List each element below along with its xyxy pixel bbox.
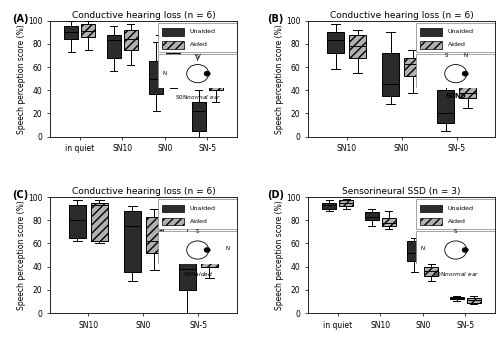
Text: (A): (A) (12, 14, 29, 24)
PathPatch shape (404, 58, 421, 76)
Text: (B): (B) (267, 14, 283, 24)
PathPatch shape (365, 212, 378, 220)
PathPatch shape (90, 203, 108, 241)
PathPatch shape (166, 53, 180, 81)
PathPatch shape (150, 61, 163, 94)
Title: Conductive hearing loss (n = 6): Conductive hearing loss (n = 6) (330, 11, 474, 20)
PathPatch shape (458, 79, 476, 98)
Y-axis label: Speech perception score (%): Speech perception score (%) (18, 200, 26, 310)
PathPatch shape (424, 267, 438, 276)
PathPatch shape (64, 26, 78, 39)
Y-axis label: Speech perception score (%): Speech perception score (%) (18, 24, 26, 133)
PathPatch shape (82, 24, 95, 37)
PathPatch shape (178, 240, 196, 290)
Title: Sensorineural SSD (n = 3): Sensorineural SSD (n = 3) (342, 187, 461, 196)
PathPatch shape (200, 244, 218, 267)
Text: (D): (D) (267, 190, 284, 200)
PathPatch shape (450, 297, 464, 299)
PathPatch shape (382, 218, 396, 226)
PathPatch shape (124, 30, 138, 50)
PathPatch shape (146, 217, 164, 253)
PathPatch shape (107, 34, 120, 58)
Y-axis label: Speech perception score (%): Speech perception score (%) (276, 200, 284, 310)
PathPatch shape (209, 67, 222, 90)
PathPatch shape (68, 205, 86, 238)
PathPatch shape (192, 102, 205, 131)
Title: Conductive hearing loss (n = 6): Conductive hearing loss (n = 6) (72, 11, 216, 20)
PathPatch shape (467, 298, 480, 303)
PathPatch shape (340, 201, 353, 206)
PathPatch shape (348, 34, 366, 58)
PathPatch shape (408, 241, 421, 261)
PathPatch shape (326, 32, 344, 53)
PathPatch shape (382, 53, 400, 96)
Title: Conductive hearing loss (n = 6): Conductive hearing loss (n = 6) (72, 187, 216, 196)
Y-axis label: Speech perception score (%): Speech perception score (%) (276, 24, 284, 133)
PathPatch shape (322, 203, 336, 208)
Text: (C): (C) (12, 190, 29, 200)
PathPatch shape (124, 211, 142, 272)
Text: *: * (184, 23, 188, 33)
PathPatch shape (436, 90, 454, 123)
